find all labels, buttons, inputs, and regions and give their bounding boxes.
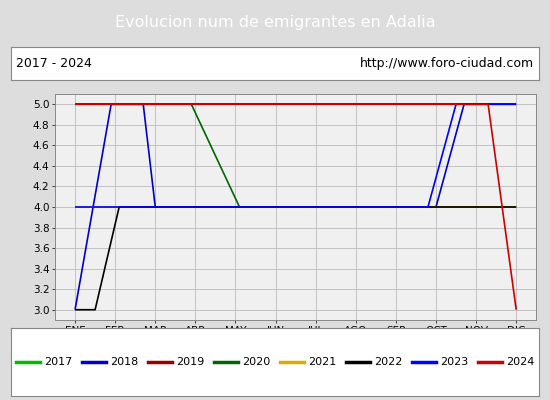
Text: 2023: 2023 <box>440 357 468 367</box>
Text: 2017: 2017 <box>44 357 72 367</box>
Text: 2018: 2018 <box>110 357 138 367</box>
Text: 2022: 2022 <box>374 357 402 367</box>
Text: 2024: 2024 <box>506 357 534 367</box>
Text: 2019: 2019 <box>176 357 204 367</box>
Text: 2020: 2020 <box>242 357 270 367</box>
Text: http://www.foro-ciudad.com: http://www.foro-ciudad.com <box>360 57 534 70</box>
Text: Evolucion num de emigrantes en Adalia: Evolucion num de emigrantes en Adalia <box>115 16 435 30</box>
Text: 2021: 2021 <box>308 357 336 367</box>
Text: 2017 - 2024: 2017 - 2024 <box>16 57 92 70</box>
